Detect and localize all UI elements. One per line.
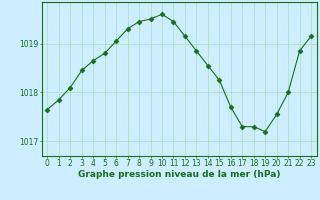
X-axis label: Graphe pression niveau de la mer (hPa): Graphe pression niveau de la mer (hPa)	[78, 170, 280, 179]
